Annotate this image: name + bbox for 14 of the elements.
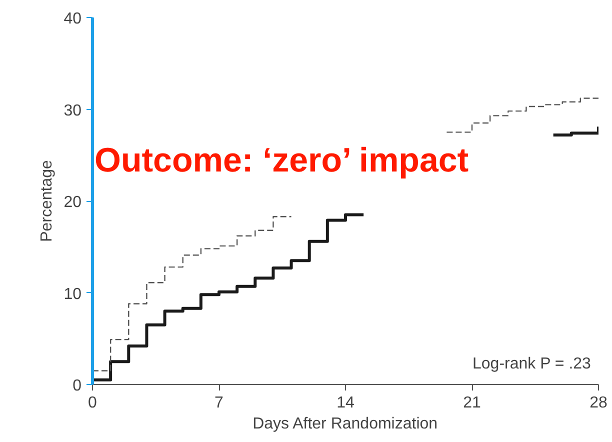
x-tick-label: 28 bbox=[590, 394, 608, 412]
y-axis-title: Percentage bbox=[38, 160, 56, 242]
y-tick-label: 30 bbox=[64, 102, 82, 120]
y-tick-label: 0 bbox=[72, 378, 82, 394]
x-tick-label: 7 bbox=[214, 394, 224, 412]
y-tick-label: 10 bbox=[64, 286, 82, 303]
annotation: Log-rank P = .23 bbox=[472, 356, 592, 372]
x-axis-title: Days After Randomization bbox=[252, 416, 438, 432]
x-tick-label: 21 bbox=[463, 394, 481, 412]
x-tick-label: 0 bbox=[88, 394, 98, 412]
y-tick-label: 40 bbox=[64, 10, 82, 28]
y-tick-label: 20 bbox=[64, 194, 82, 211]
x-tick-label: 14 bbox=[336, 394, 354, 412]
annotation: Outcome: ‘zero’ impact bbox=[94, 142, 469, 180]
